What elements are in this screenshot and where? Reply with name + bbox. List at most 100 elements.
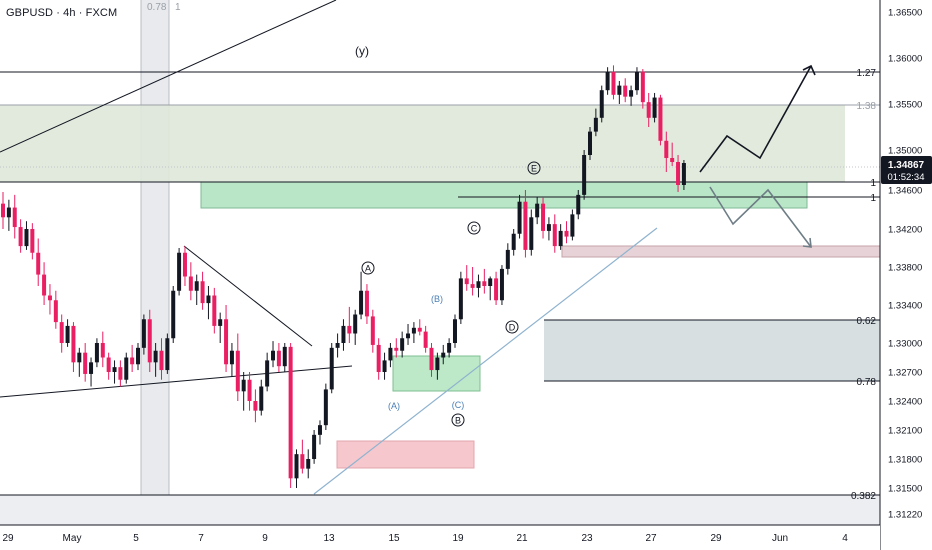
- candle-body: [599, 90, 604, 118]
- fib-vertical-band: [141, 0, 169, 524]
- candle-body: [417, 327, 422, 332]
- candle-body: [53, 300, 58, 323]
- candle-body: [400, 338, 405, 351]
- candle-body: [165, 338, 170, 371]
- y-tick-label: 1.33800: [888, 263, 922, 274]
- candle-body: [71, 325, 76, 363]
- candle-body: [141, 319, 146, 348]
- level-tag: 1.27: [857, 68, 877, 79]
- resistance-zone-top: [0, 105, 845, 182]
- candle-body: [112, 367, 117, 372]
- candle-body: [605, 71, 610, 91]
- x-tick-label: 29: [710, 533, 722, 544]
- x-tick-label: 13: [323, 533, 335, 544]
- candle-body: [130, 357, 135, 365]
- projection-arrowhead-bullish: [802, 64, 816, 76]
- candle-body: [6, 207, 11, 218]
- candle-body: [200, 281, 205, 304]
- wave-label-c: C: [471, 224, 478, 234]
- wave-label-b: B: [455, 416, 461, 426]
- candle-body: [12, 207, 17, 228]
- candle-body: [681, 163, 686, 185]
- x-tick-label: 19: [452, 533, 464, 544]
- y-tick-label: 1.32400: [888, 397, 922, 408]
- candle-body: [59, 322, 64, 343]
- candle-body: [171, 290, 176, 339]
- candle-body: [247, 379, 252, 401]
- candle-body: [494, 278, 499, 301]
- level-tag: 0.62: [857, 316, 877, 327]
- candle-body: [188, 276, 193, 291]
- candle-body: [617, 85, 622, 95]
- y-tick-label: 1.36000: [888, 54, 922, 65]
- fib-062-078-zone: [544, 320, 880, 381]
- x-tick-label: 15: [388, 533, 400, 544]
- candle-body: [276, 350, 281, 367]
- candle-body: [611, 71, 616, 95]
- candle-body: [388, 347, 393, 361]
- candle-body: [394, 347, 399, 351]
- candle-body: [634, 71, 639, 91]
- candle-body: [382, 360, 387, 372]
- price-axis-bg: [880, 0, 932, 550]
- x-tick-label: 27: [645, 533, 657, 544]
- candle-body: [212, 295, 217, 326]
- candle-body: [576, 194, 581, 215]
- y-tick-label: 1.35000: [888, 146, 922, 157]
- candle-body: [353, 314, 358, 334]
- candle-body: [306, 459, 311, 469]
- wave-label-d: D: [509, 323, 516, 333]
- candle-body: [435, 357, 440, 371]
- x-tick-label: Jun: [772, 533, 788, 544]
- candle-body: [558, 230, 563, 247]
- candle-body: [83, 352, 88, 374]
- candle-body: [464, 278, 469, 285]
- candle-body: [535, 203, 540, 218]
- candle-body: [640, 71, 645, 103]
- candle-body: [517, 201, 522, 234]
- sub-wave-label: (C): [452, 400, 465, 410]
- candle-body: [288, 346, 293, 479]
- candle-body: [505, 249, 510, 269]
- x-tick-label: 5: [133, 533, 139, 544]
- candle-body: [194, 281, 199, 291]
- candle-body: [511, 233, 516, 250]
- wave-label-e: E: [531, 164, 537, 174]
- sub-wave-label: (B): [431, 294, 443, 304]
- candle-body: [229, 350, 234, 365]
- wave-circle: [527, 161, 541, 175]
- candle-body: [153, 350, 158, 363]
- candle-body: [447, 343, 452, 353]
- candle-body: [552, 224, 557, 247]
- candle-body: [147, 319, 152, 363]
- candle-body: [341, 325, 346, 343]
- candle-body: [335, 343, 340, 348]
- candle-body: [235, 350, 240, 392]
- candle-body: [564, 230, 569, 237]
- candle-body: [411, 327, 416, 334]
- candle-body: [441, 352, 446, 358]
- candle-body: [523, 201, 528, 250]
- level-tag: 0.382: [851, 491, 876, 502]
- level-tag: 1.38: [857, 101, 877, 112]
- countdown-timer: 01:52:34: [888, 172, 925, 183]
- rising-support-line: [313, 227, 658, 495]
- candle-body: [593, 117, 598, 132]
- candle-body: [676, 162, 681, 185]
- candle-body: [18, 227, 23, 247]
- y-tick-label: 1.32700: [888, 368, 922, 379]
- candle-body: [588, 131, 592, 155]
- candle-body: [488, 278, 493, 286]
- candle-body: [629, 90, 634, 97]
- candle-body: [118, 367, 123, 380]
- candle-body: [499, 268, 504, 301]
- bottom-shaded-zone: [0, 495, 880, 525]
- y-tick-label: 1.34600: [888, 186, 922, 197]
- x-tick-label: 29: [2, 533, 14, 544]
- wave-circle: [467, 221, 481, 235]
- y-tick-label: 1.33000: [888, 339, 922, 350]
- x-tick-label: 4: [842, 533, 848, 544]
- wave-y-label: (y): [355, 44, 369, 58]
